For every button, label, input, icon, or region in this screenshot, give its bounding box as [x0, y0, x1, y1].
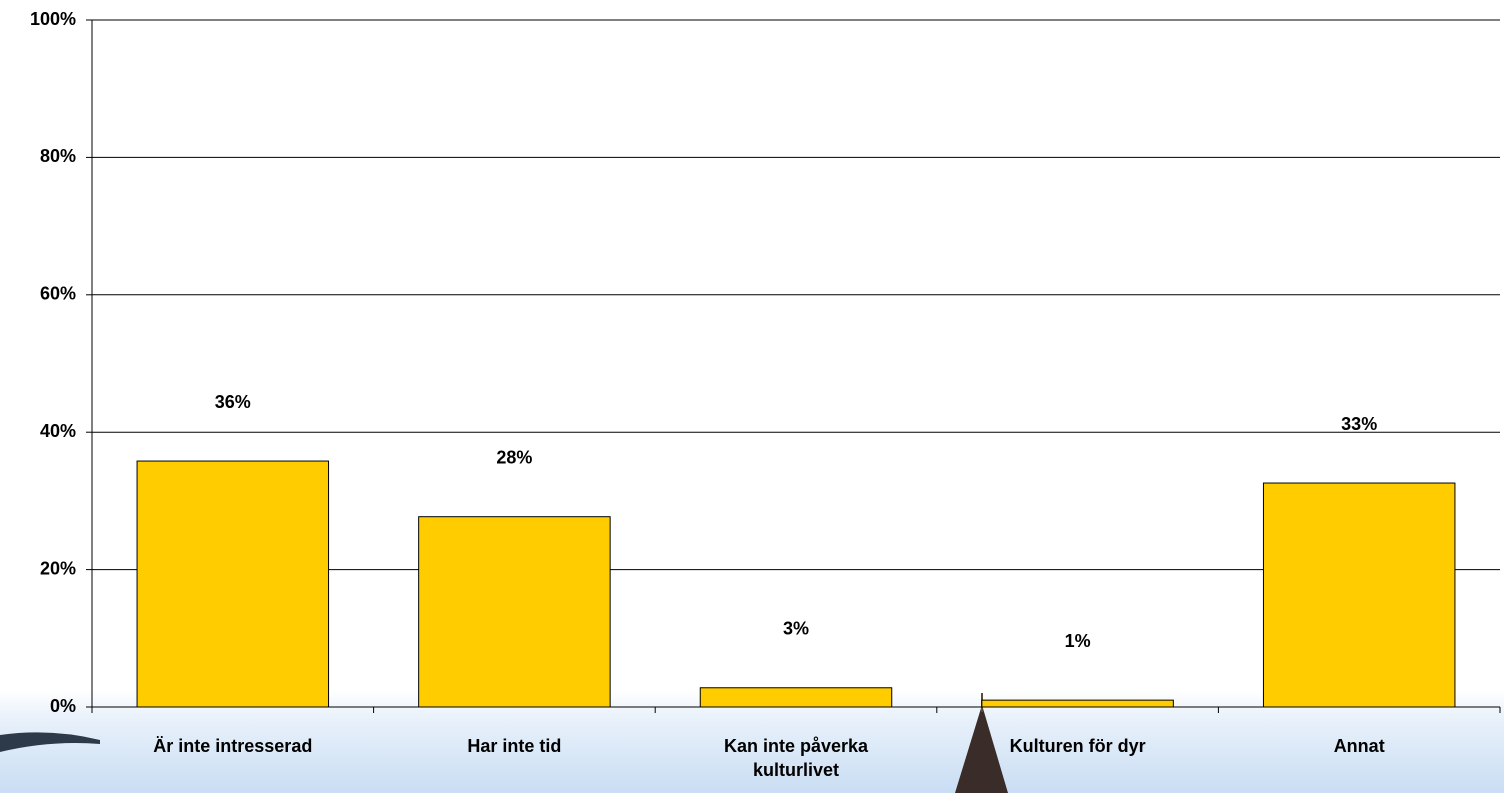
background-wing [0, 732, 100, 752]
y-tick-label: 100% [30, 9, 76, 29]
y-tick-label: 80% [40, 146, 76, 166]
y-tick-label: 20% [40, 558, 76, 578]
y-tick-label: 60% [40, 284, 76, 304]
data-label: 28% [496, 447, 532, 467]
data-label: 3% [783, 619, 809, 639]
y-tick-label: 40% [40, 421, 76, 441]
x-tick-label: Kulturen för dyr [1009, 736, 1146, 756]
x-tick-label: Har inte tid [467, 736, 562, 756]
bar [136, 460, 330, 708]
background-spire [955, 705, 1008, 793]
y-tick-label: 0% [50, 696, 76, 716]
bar [1262, 482, 1456, 708]
data-label: 33% [1341, 414, 1377, 434]
x-tick-label: Kan inte påverka kulturlivet [723, 736, 869, 780]
bar [981, 699, 1174, 708]
x-tick-label: Är inte intresserad [153, 736, 313, 756]
bar [699, 687, 893, 708]
x-tick-label: Annat [1333, 736, 1385, 756]
data-label: 1% [1065, 631, 1091, 651]
bar [418, 516, 611, 708]
data-label: 36% [215, 392, 251, 412]
